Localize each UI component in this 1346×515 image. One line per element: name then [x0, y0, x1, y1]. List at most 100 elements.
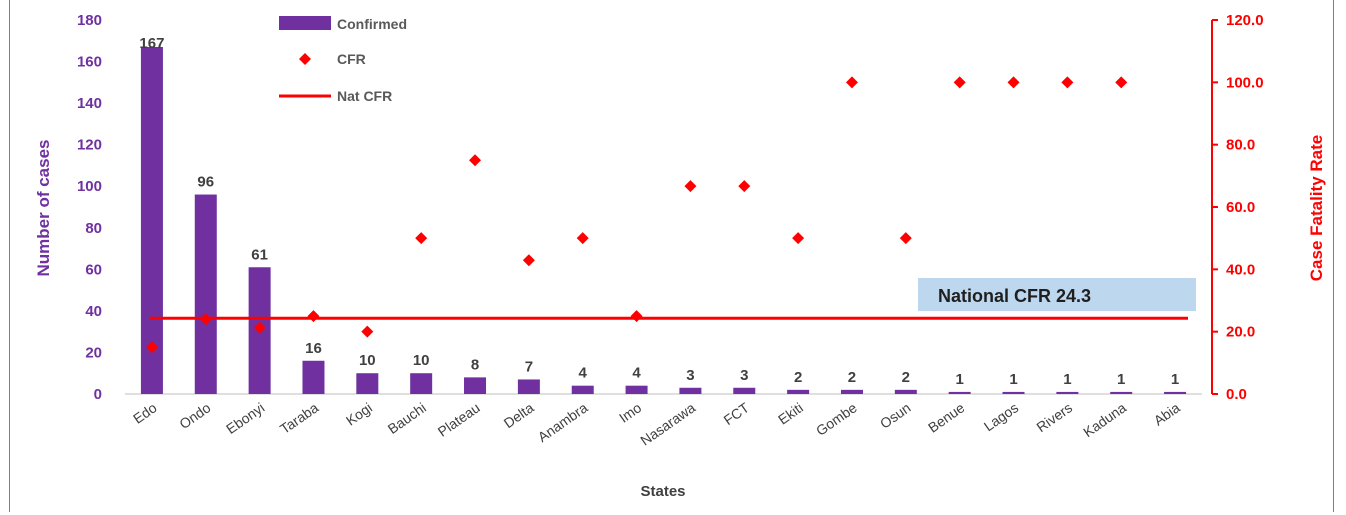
- legend-confirmed-label: Confirmed: [337, 16, 407, 32]
- national-cfr-annotation: National CFR 24.3: [918, 278, 1196, 311]
- data-label-kogi: 10: [359, 352, 376, 369]
- left-tick-label: 60: [85, 261, 102, 278]
- right-tick-label: 60.0: [1226, 199, 1255, 216]
- data-label-taraba: 16: [305, 340, 322, 357]
- data-label-bauchi: 10: [413, 352, 430, 369]
- cfr-point-plateau: [469, 154, 482, 167]
- data-label-nasarawa: 3: [686, 367, 694, 384]
- cfr-point-ebonyi: [253, 321, 266, 334]
- cfr-point-ekiti: [792, 232, 805, 245]
- bar-taraba: [302, 360, 325, 394]
- bar-rivers: [1056, 391, 1079, 394]
- data-label-rivers: 1: [1063, 371, 1071, 388]
- category-label: Abia: [1151, 399, 1183, 428]
- category-label: Kogi: [343, 399, 375, 428]
- bar-ekiti: [787, 389, 810, 394]
- category-label: Lagos: [981, 399, 1021, 434]
- data-label-ebonyi: 61: [251, 246, 268, 263]
- data-label-ondo: 96: [197, 174, 214, 191]
- right-tick-label: 40.0: [1226, 261, 1255, 278]
- legend-nat-cfr-label: Nat CFR: [337, 88, 392, 104]
- cfr-point-imo: [630, 310, 643, 323]
- cfr-point-nasarawa: [684, 180, 697, 193]
- category-label: Ondo: [176, 399, 213, 432]
- data-label-fct: 3: [740, 367, 748, 384]
- right-tick-label: 20.0: [1226, 324, 1255, 341]
- cfr-point-anambra: [576, 232, 589, 245]
- category-label: Imo: [616, 399, 644, 426]
- category-label: Taraba: [277, 399, 321, 437]
- cfr-point-ondo: [199, 313, 212, 326]
- cfr-points: [145, 76, 1128, 354]
- right-tick-label: 0.0: [1226, 386, 1247, 403]
- bar-delta: [517, 379, 540, 394]
- category-labels: Edo Ondo Ebonyi Taraba Kogi Bauchi Plateau Delt…: [130, 399, 1183, 449]
- category-label: Bauchi: [385, 399, 429, 437]
- bar-gombe: [840, 389, 863, 394]
- right-axis-ticks: 0.0 20.0 40.0 60.0 80.0 100.0 120.0: [1226, 12, 1264, 403]
- left-tick-label: 20: [85, 344, 102, 361]
- chart-frame: [9, 0, 1334, 512]
- left-tick-label: 120: [77, 137, 102, 154]
- bar-ondo: [194, 194, 217, 394]
- bar-imo: [625, 385, 648, 394]
- category-label: Nasarawa: [637, 399, 698, 448]
- x-axis-title: States: [640, 483, 685, 500]
- cfr-point-taraba: [307, 310, 320, 323]
- data-label-delta: 7: [525, 358, 533, 375]
- bar-kaduna: [1110, 391, 1133, 394]
- data-label-osun: 2: [902, 369, 910, 386]
- cfr-point-osun: [899, 232, 912, 245]
- right-tick-label: 80.0: [1226, 137, 1255, 154]
- category-label: Osun: [877, 399, 914, 431]
- left-tick-label: 140: [77, 95, 102, 112]
- category-label: Edo: [130, 399, 160, 427]
- data-label-imo: 4: [632, 365, 641, 382]
- left-tick-label: 160: [77, 54, 102, 71]
- bar-anambra: [571, 385, 594, 394]
- cfr-point-lagos: [1007, 76, 1020, 89]
- legend: Confirmed CFR Nat CFR: [279, 16, 407, 104]
- data-label-plateau: 8: [471, 356, 479, 373]
- cfr-point-delta: [522, 254, 535, 267]
- legend-cfr-label: CFR: [337, 51, 366, 67]
- category-label: Kaduna: [1080, 399, 1129, 440]
- right-tick-label: 100.0: [1226, 74, 1264, 91]
- bar-edo: [140, 47, 163, 395]
- bar-nasarawa: [679, 387, 702, 394]
- left-tick-label: 40: [85, 303, 102, 320]
- data-label-kaduna: 1: [1117, 371, 1125, 388]
- category-label: Anambra: [535, 399, 591, 445]
- right-axis-tick-marks: [1212, 19, 1218, 395]
- category-label: FCT: [721, 399, 753, 428]
- category-label: Delta: [501, 399, 537, 431]
- data-label-gombe: 2: [848, 369, 856, 386]
- cfr-point-bauchi: [415, 232, 428, 245]
- category-label: Rivers: [1033, 399, 1075, 435]
- category-label: Plateau: [435, 399, 483, 439]
- bar-kogi: [356, 373, 379, 394]
- cfr-point-kogi: [361, 325, 374, 338]
- bar-abia: [1164, 391, 1187, 394]
- left-tick-label: 180: [77, 12, 102, 29]
- bar-benue: [948, 391, 971, 394]
- category-label: Benue: [925, 399, 968, 435]
- bar-osun: [894, 389, 917, 394]
- left-tick-label: 100: [77, 178, 102, 195]
- annotation-text: National CFR 24.3: [938, 286, 1091, 306]
- cfr-point-gombe: [845, 76, 858, 89]
- bar-plateau: [464, 377, 487, 394]
- data-label-benue: 1: [956, 371, 964, 388]
- bar-lagos: [1002, 391, 1025, 394]
- cfr-point-edo: [145, 341, 158, 354]
- category-label: Ekiti: [775, 399, 806, 427]
- bar-fct: [733, 387, 756, 394]
- cfr-point-rivers: [1061, 76, 1074, 89]
- left-tick-label: 80: [85, 220, 102, 237]
- left-tick-label: 0: [94, 386, 102, 403]
- confirmed-bars: [140, 47, 1187, 395]
- legend-cfr-diamond: [299, 53, 311, 65]
- data-label-abia: 1: [1171, 371, 1179, 388]
- data-label-anambra: 4: [579, 365, 588, 382]
